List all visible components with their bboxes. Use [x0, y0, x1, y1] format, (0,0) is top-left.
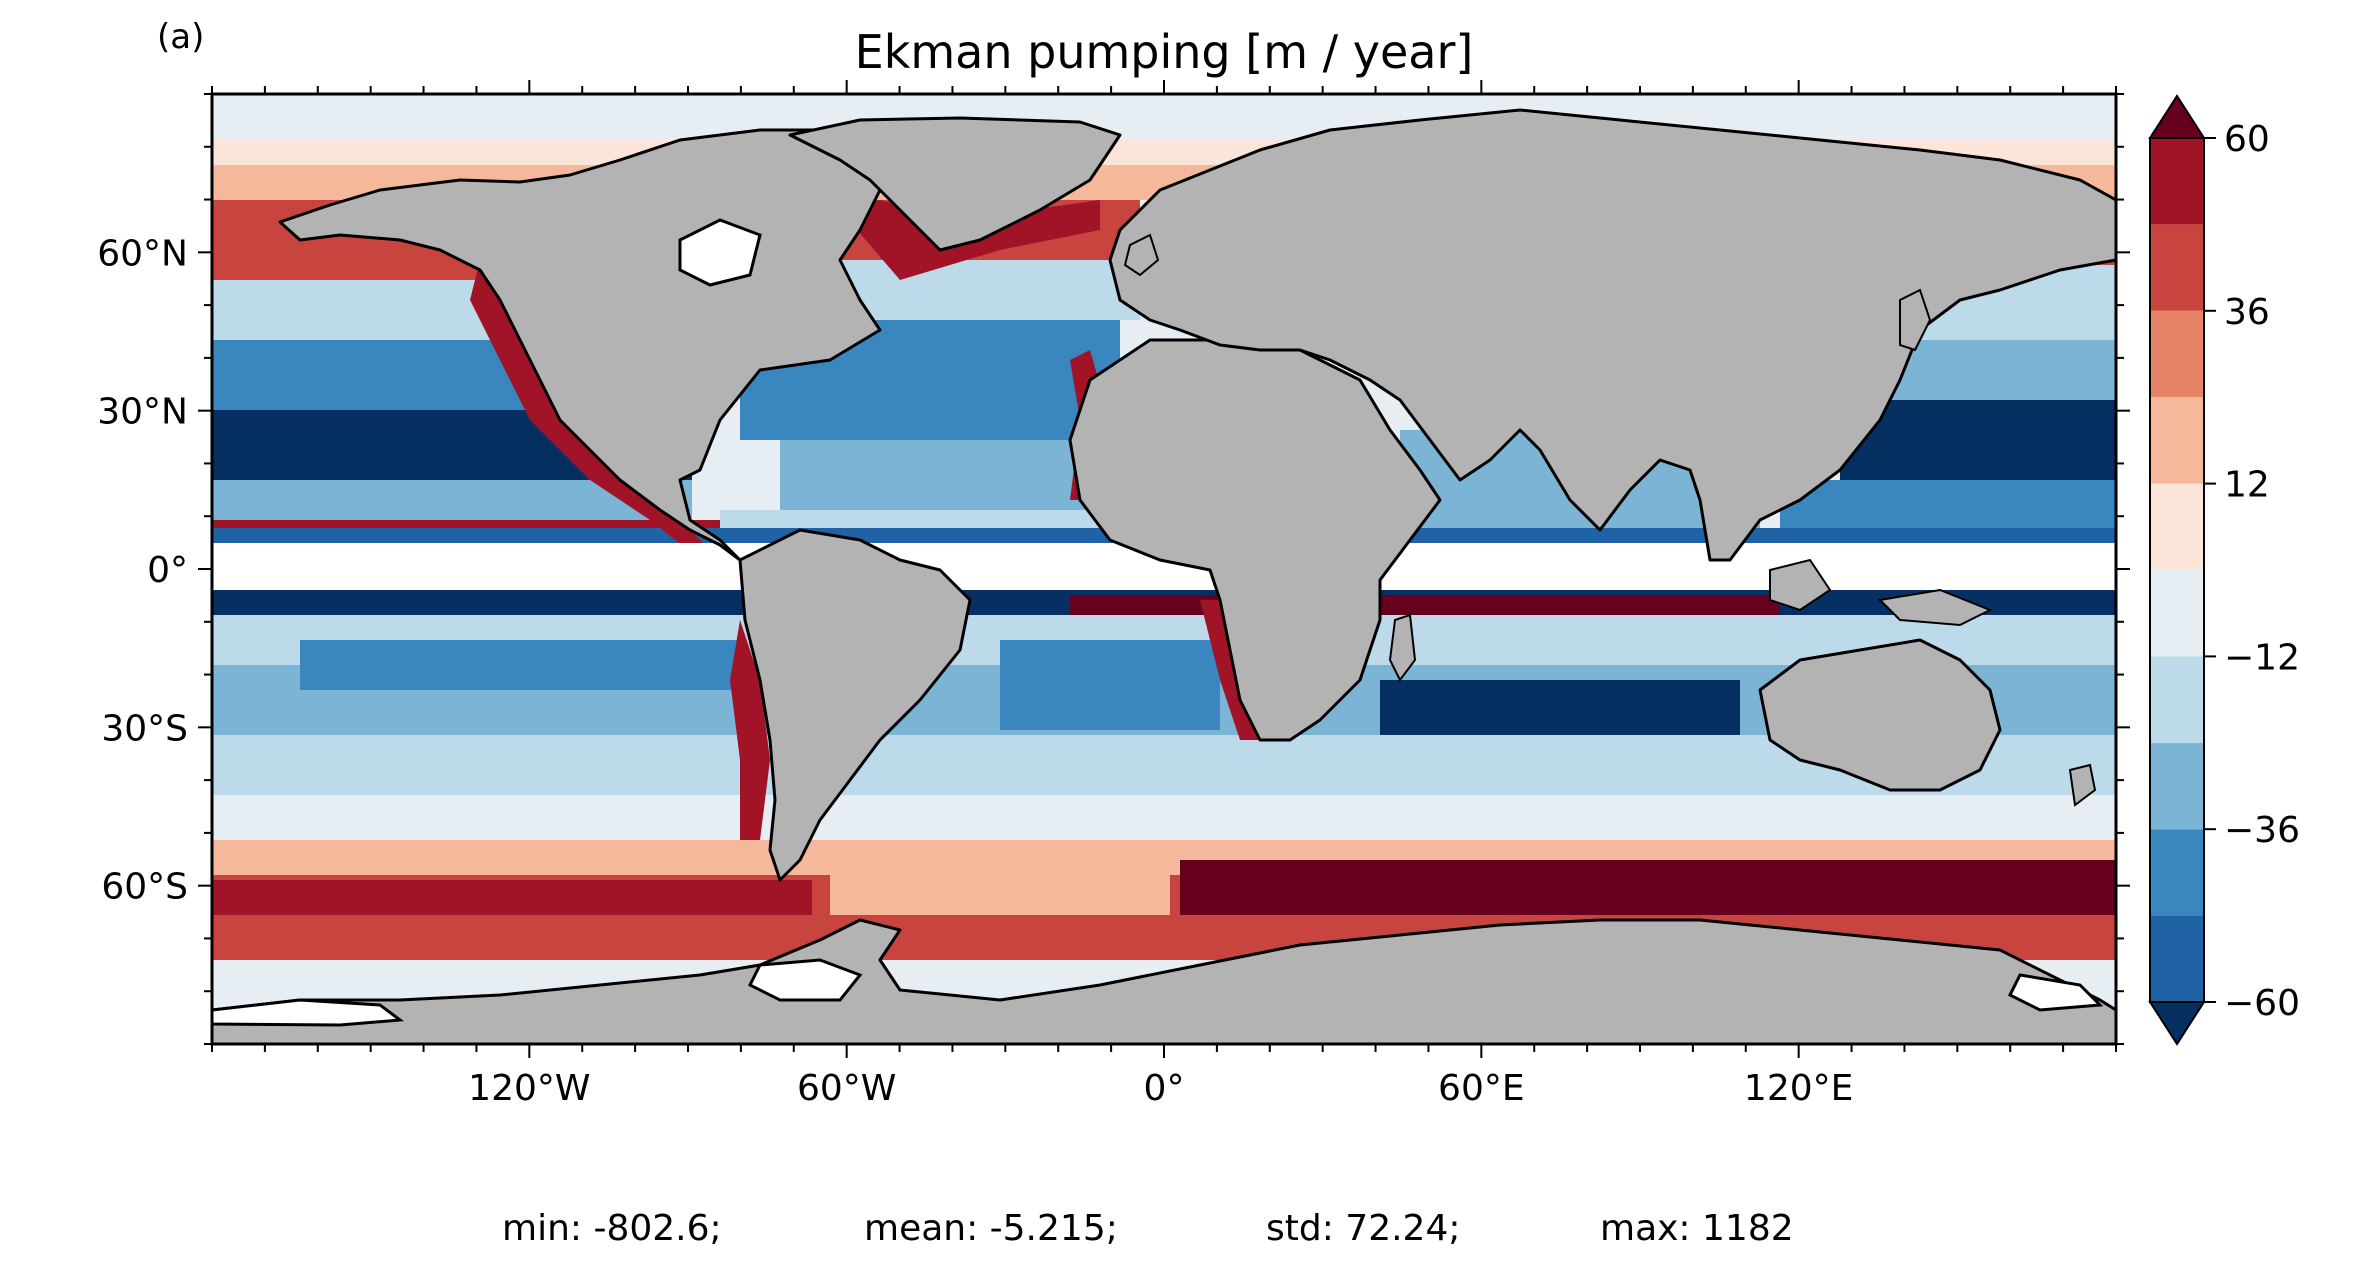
africa — [1068, 338, 1442, 742]
ice-canada-archipelago — [678, 218, 762, 287]
colorbar-tick-label: 36 — [2224, 292, 2270, 333]
island-uk — [1123, 233, 1160, 277]
field-sa-gyre — [1000, 640, 1220, 730]
y-axis: 60°N 30°N 0° 30°S 60°S — [97, 93, 2130, 1045]
colorbar-segment — [2150, 829, 2204, 916]
field-sp-gyre — [300, 640, 740, 690]
colorbar-extend-min — [2148, 1001, 2206, 1046]
field-na-south — [780, 440, 1100, 510]
greenland — [788, 116, 1122, 252]
field-si-gyre — [1380, 680, 1740, 740]
land-masses — [212, 108, 2116, 1044]
colorbar-frame — [2149, 137, 2205, 1003]
colorbar-tick-label: −60 — [2224, 983, 2300, 1024]
y-tick-label: 30°S — [101, 708, 188, 749]
island-new-guinea — [1877, 588, 1993, 627]
y-tick-label: 60°S — [101, 867, 188, 908]
stat-max: max: 1182 — [1600, 1208, 1794, 1249]
colorbar-segment — [2150, 570, 2204, 657]
ice-shelves — [212, 218, 2104, 1027]
x-tick-label: 60°E — [1438, 1068, 1525, 1109]
x-axis: 120°W 60°W 0° 60°E 120°E — [211, 80, 2117, 1109]
colorbar: 60 36 12 −12 −36 −60 — [2148, 94, 2300, 1046]
colorbar-segment — [2150, 397, 2204, 484]
x-tick-label: 120°E — [1744, 1068, 1853, 1109]
chart-title: Ekman pumping [m / year] — [855, 25, 1474, 79]
colorbar-tick-label: −12 — [2224, 637, 2300, 678]
island-japan — [1899, 288, 1932, 352]
south-america — [738, 528, 972, 882]
australia — [1758, 638, 2002, 792]
colorbar-segment — [2150, 742, 2204, 830]
y-tick-label: 0° — [147, 550, 188, 591]
islands — [1123, 233, 2097, 807]
island-madagascar — [1388, 613, 1417, 682]
island-nz — [2068, 763, 2097, 807]
ice-ross — [212, 998, 405, 1027]
ice-amery — [2007, 973, 2104, 1012]
field-wp-gyre — [1840, 400, 2116, 480]
island-borneo — [1769, 558, 1832, 612]
colorbar-segment — [2150, 656, 2204, 743]
colorbar-segment — [2150, 483, 2204, 570]
x-tick-label: 0° — [1144, 1068, 1185, 1109]
colorbar-segment — [2150, 915, 2204, 1002]
colorbar-tick-label: −36 — [2224, 810, 2300, 851]
x-tick-label: 120°W — [468, 1068, 590, 1109]
y-tick-label: 60°N — [97, 233, 188, 274]
map-panel — [212, 94, 2116, 1044]
field-sa-west-coast — [730, 620, 770, 840]
colorbar-tick-label: 60 — [2224, 119, 2270, 160]
stat-mean: mean: -5.215; — [864, 1208, 1118, 1249]
colorbar-segment — [2150, 138, 2204, 225]
colorbar-segment — [2150, 310, 2204, 398]
field-wp-tropics — [1780, 480, 2116, 530]
eurasia — [1108, 108, 2116, 562]
y-tick-label: 30°N — [97, 392, 188, 433]
panel-label: (a) — [157, 17, 204, 57]
colorbar-tick-label: 12 — [2224, 465, 2270, 506]
field-ss-edge — [212, 795, 2116, 840]
colorbar-segment — [2150, 224, 2204, 311]
x-tick-label: 60°W — [797, 1068, 896, 1109]
stat-min: min: -802.6; — [502, 1208, 722, 1249]
stat-std: std: 72.24; — [1266, 1208, 1460, 1249]
field-arctic — [212, 94, 2116, 144]
colorbar-extend-max — [2148, 94, 2206, 139]
ice-weddell — [747, 958, 863, 1002]
